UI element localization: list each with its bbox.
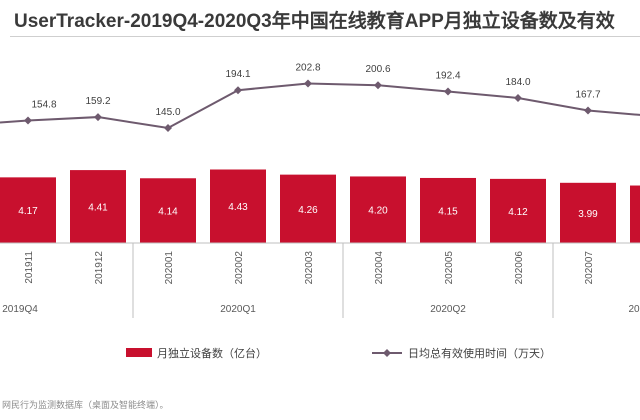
line-label-202007: 167.7 [575,90,600,101]
bar-label-202003: 4.26 [298,205,318,216]
x-tick-201911: 201911 [24,251,35,284]
x-tick-202005: 202005 [444,251,455,285]
bar-201912 [70,170,126,243]
bar-202005 [420,177,476,243]
line-marker-201912 [94,113,102,122]
legend: 月独立设备数（亿台） 日均总有效使用时间（万天） [126,346,551,360]
bar-202006 [490,178,546,243]
bar-202004 [350,176,406,243]
x-axis: 201911 201912 202001 202002 202003 202004 2020… [0,242,640,285]
line-path [0,82,640,130]
line-marker-202003 [304,79,312,88]
line-marker-202006 [514,93,522,102]
x-tick-201912: 201912 [94,251,105,285]
line-marker-202002 [234,86,242,95]
bar-label-201911: 4.17 [18,206,38,217]
bar-label-202001: 4.14 [158,207,178,218]
bar-label-202004: 4.20 [368,206,388,217]
legend-label-line: 日均总有效使用时间（万天） [408,346,551,360]
line-label-202003: 202.8 [295,62,320,73]
x-tick-202004: 202004 [374,251,385,285]
title-divider [10,36,640,37]
x-tick-202006: 202006 [514,251,525,285]
bar-label-201912: 4.41 [88,203,108,214]
bar-series [0,169,640,243]
x-tick-202002: 202002 [234,251,245,285]
line-value-labels: 154.8 159.2 145.0 194.1 202.8 200.6 192.4 184.0… [31,62,600,118]
legend-swatch-bar [126,348,152,357]
bar-202008 [630,185,640,243]
quarter-axis: 2019Q4 2020Q1 2020Q2 20 [2,243,640,318]
legend-marker-line [383,349,391,357]
source-note: 网民行为监测数据库（桌面及智能终端）。 [2,400,169,410]
chart-title: UserTracker-2019Q4-2020Q3年中国在线教育APP月独立设备… [14,11,615,32]
x-tick-202003: 202003 [304,251,315,285]
line-label-202001: 145.0 [155,107,180,118]
line-label-202004: 200.6 [365,64,390,75]
line-marker-202007 [584,106,592,115]
bar-202001 [140,178,196,243]
bar-label-202005: 4.15 [438,206,458,217]
bar-201911 [0,177,56,243]
quarter-label-2020Q1: 2020Q1 [220,304,256,315]
line-marker-202005 [444,87,452,96]
bar-202007 [560,182,616,243]
quarter-label-2019Q4: 2019Q4 [2,304,38,315]
line-marker-201911 [24,116,32,125]
quarter-label-2020Q2: 2020Q2 [430,304,466,315]
bar-value-labels: 4.17 4.41 4.14 4.43 4.26 4.20 4.15 4.12 3.99 [18,202,598,220]
line-series [0,79,640,132]
line-label-202002: 194.1 [225,69,250,80]
line-marker-202004 [374,81,382,90]
quarter-label-20: 20 [628,304,640,315]
line-label-202006: 184.0 [505,77,530,88]
bar-label-202006: 4.12 [508,207,528,218]
line-label-201911: 154.8 [31,99,56,110]
legend-label-bar: 月独立设备数（亿台） [157,346,267,360]
bar-label-202007: 3.99 [578,209,598,220]
line-label-201912: 159.2 [85,96,110,107]
x-tick-202001: 202001 [164,251,175,285]
bar-202003 [280,174,336,243]
bar-202002 [210,169,266,243]
bar-label-202002: 4.43 [228,202,248,213]
line-label-202005: 192.4 [435,71,460,82]
x-tick-202007: 202007 [584,251,595,285]
line-marker-202001 [164,124,172,132]
